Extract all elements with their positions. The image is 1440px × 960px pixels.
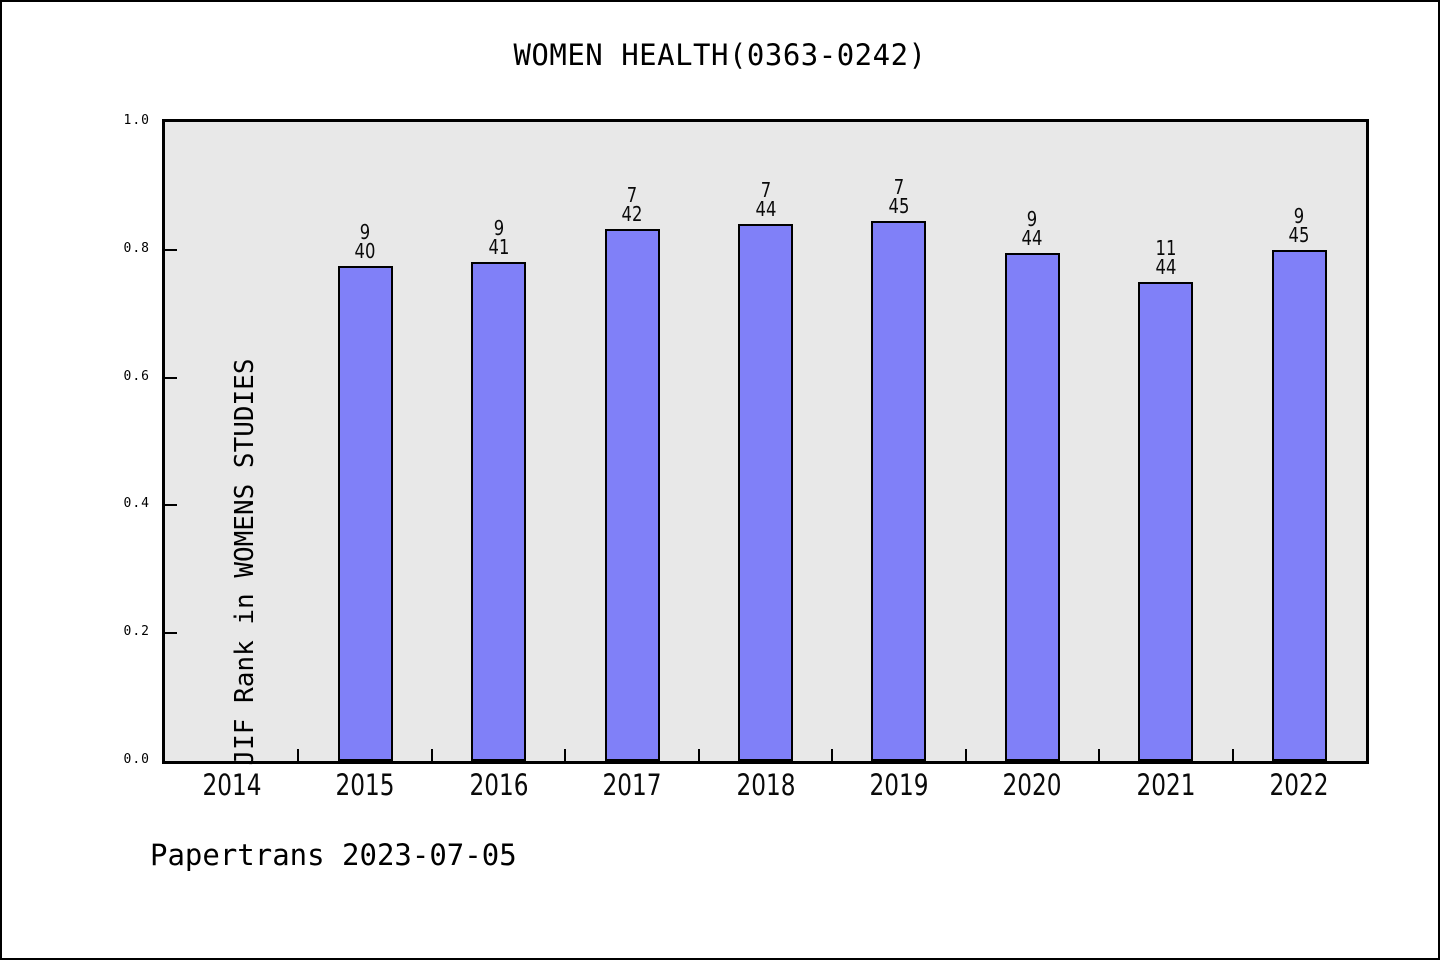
x-tick-mark <box>831 749 834 761</box>
x-category-label: 2017 <box>602 768 662 802</box>
bar-total-value: 44 <box>1021 226 1043 250</box>
bar <box>1138 282 1194 761</box>
y-tick-mark <box>165 248 177 251</box>
bar-rank-value: 9 <box>493 216 504 240</box>
bar-label: 9 41 <box>449 216 547 259</box>
bar <box>871 221 927 761</box>
x-tick-mark <box>297 749 300 761</box>
y-axis-label: JIF Rank in WOMENS STUDIES <box>230 358 260 766</box>
y-tick-label: 0.6 <box>123 368 150 384</box>
bar-label: 9 40 <box>316 220 414 263</box>
bar-rank-value: 9 <box>359 220 371 244</box>
x-tick-mark <box>1231 749 1234 761</box>
bar-label: 7 45 <box>850 175 948 218</box>
bar <box>471 262 527 761</box>
y-tick-label: 0.0 <box>123 752 150 767</box>
bar-label: 9 44 <box>983 207 1081 250</box>
bar-rank-value: 11 <box>1155 236 1177 260</box>
chart-title: WOMEN HEALTH(0363-0242) <box>513 38 927 72</box>
bar-rank-value: 7 <box>893 175 905 199</box>
bar-total-value: 40 <box>354 239 376 263</box>
bar <box>738 224 793 761</box>
bar-label: 9 45 <box>1250 204 1348 247</box>
bar-label: 7 44 <box>716 178 814 221</box>
y-tick-mark <box>165 632 177 635</box>
bar <box>604 229 660 761</box>
bar-label: 7 42 <box>583 183 681 226</box>
x-category-label: 2016 <box>469 768 529 802</box>
x-tick-mark <box>430 749 433 761</box>
y-tick-mark <box>165 504 177 507</box>
watermark-text: Papertrans 2023-07-05 <box>150 838 517 872</box>
bar-total-value: 45 <box>888 194 910 218</box>
bar-rank-value: 9 <box>1027 207 1038 231</box>
x-tick-mark <box>564 749 567 761</box>
bar-total-value: 41 <box>488 235 510 259</box>
bar-label: 11 44 <box>1117 236 1215 279</box>
x-category-label: 2014 <box>202 768 262 802</box>
bar-rank-value: 7 <box>760 178 771 202</box>
x-category-label: 2015 <box>335 768 395 802</box>
x-category-label: 2021 <box>1136 768 1196 802</box>
y-tick-mark <box>165 376 177 379</box>
x-tick-mark <box>1098 749 1101 761</box>
x-tick-mark <box>697 749 700 761</box>
x-category-label: 2019 <box>869 768 929 802</box>
bar-total-value: 45 <box>1288 223 1310 247</box>
bar-total-value: 42 <box>621 202 643 226</box>
bar-rank-value: 9 <box>1294 204 1305 228</box>
x-tick-mark <box>964 749 967 761</box>
bar <box>1271 250 1327 761</box>
bar-rank-value: 7 <box>626 183 638 207</box>
y-tick-label: 1.0 <box>123 113 150 128</box>
bar-total-value: 44 <box>755 197 776 221</box>
y-tick-label: 0.2 <box>123 624 150 640</box>
x-category-label: 2022 <box>1269 768 1329 802</box>
y-tick-label: 0.8 <box>123 240 150 256</box>
x-category-label: 2018 <box>735 768 796 802</box>
bar <box>1004 253 1060 761</box>
x-category-label: 2020 <box>1002 768 1062 802</box>
bar <box>337 266 393 761</box>
bar-total-value: 44 <box>1155 255 1177 279</box>
y-tick-label: 0.4 <box>123 496 150 512</box>
